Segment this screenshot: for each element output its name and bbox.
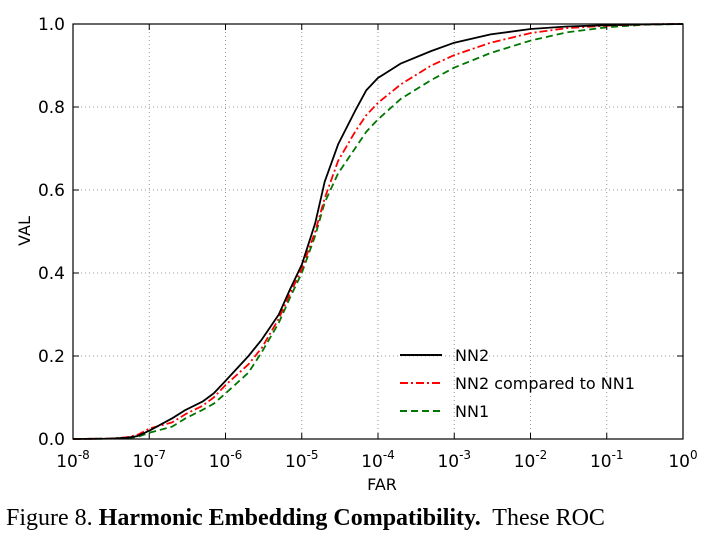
x-tick-label: 100 — [668, 448, 697, 472]
y-tick-label: 0.0 — [38, 430, 65, 450]
x-tick-label: 10-1 — [590, 448, 624, 472]
series-line-1 — [72, 23, 684, 440]
x-tick-label: 10-7 — [132, 448, 166, 472]
caption-prefix: Figure 8. — [6, 505, 99, 531]
roc-chart: 10-8 10-7 10-6 10-5 10-4 10-3 10-2 10-1 100 0.00… — [15, 15, 698, 494]
x-tick-label: 10-8 — [56, 448, 90, 472]
legend-label-1: NN2 compared to NN1 — [455, 374, 635, 393]
x-axis-ticks: 10-8 10-7 10-6 10-5 10-4 10-3 10-2 10-1 100 — [56, 24, 698, 472]
caption-title: Harmonic Embedding Compatibility. — [98, 505, 481, 531]
legend: NN2 NN2 compared to NN1 NN1 — [400, 346, 635, 421]
series-layer — [72, 23, 684, 440]
y-tick-label: 0.4 — [38, 264, 65, 284]
y-axis-ticks: 0.0 0.2 0.4 0.6 0.8 1.0 — [38, 15, 683, 450]
caption-suffix: These ROC — [480, 505, 605, 531]
y-tick-label: 1.0 — [38, 15, 65, 35]
y-tick-label: 0.6 — [38, 181, 65, 201]
figure-caption: Figure 8. Harmonic Embedding Compatibili… — [6, 505, 705, 532]
series-line-0 — [72, 23, 684, 440]
series-line-2 — [72, 23, 684, 440]
y-tick-label: 0.2 — [38, 347, 65, 367]
x-tick-label: 10-3 — [437, 448, 471, 472]
x-axis-label: FAR — [367, 475, 397, 494]
y-axis-label: VAL — [15, 216, 34, 246]
legend-label-0: NN2 — [455, 346, 489, 365]
legend-label-2: NN1 — [455, 402, 489, 421]
x-tick-label: 10-5 — [285, 448, 319, 472]
y-tick-label: 0.8 — [38, 98, 65, 118]
x-tick-label: 10-2 — [514, 448, 548, 472]
x-tick-label: 10-6 — [209, 448, 243, 472]
x-tick-label: 10-4 — [361, 448, 395, 472]
